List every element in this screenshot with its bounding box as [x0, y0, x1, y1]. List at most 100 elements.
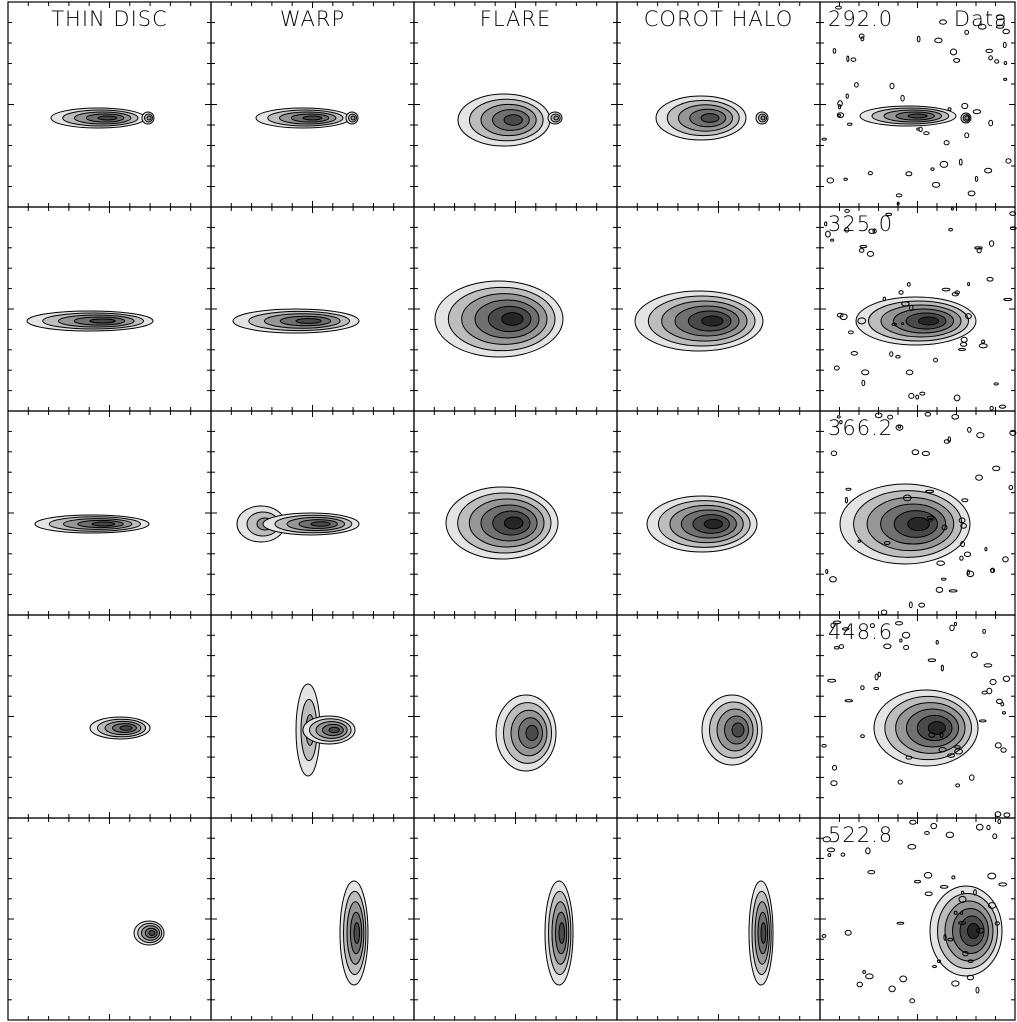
noise-contour: [940, 664, 944, 672]
noise-contour: [833, 365, 840, 371]
noise-contour: [869, 623, 876, 629]
noise-contour: [830, 450, 838, 457]
noise-contour: [916, 127, 920, 131]
noise-contour: [928, 732, 936, 738]
contour: [701, 315, 724, 327]
noise-contour: [961, 102, 969, 110]
noise-contour: [894, 621, 904, 626]
noise-contour: [960, 541, 966, 548]
noise-contour: [872, 228, 877, 234]
contour: [967, 923, 980, 939]
noise-contour: [838, 644, 845, 649]
noise-contour: [987, 872, 997, 880]
noise-contour: [997, 818, 1002, 825]
noise-contour: [1003, 61, 1008, 66]
noise-contour: [987, 902, 997, 909]
contour: [503, 114, 523, 126]
velocity-label: 522.8: [828, 823, 893, 847]
noise-contour: [903, 644, 910, 651]
noise-contour: [839, 420, 843, 425]
noise-contour: [974, 175, 979, 182]
noise-contour: [883, 643, 892, 650]
noise-contour: [865, 973, 874, 980]
noise-contour: [908, 392, 915, 399]
contour: [503, 516, 524, 530]
noise-contour: [860, 36, 865, 42]
noise-contour: [919, 391, 926, 396]
noise-contour: [847, 122, 853, 126]
contour: [302, 115, 323, 121]
noise-contour: [909, 998, 916, 1004]
noise-contour: [883, 541, 891, 545]
noise-contour: [936, 560, 945, 566]
noise-contour: [998, 404, 1007, 409]
noise-contour: [985, 48, 994, 54]
noise-contour: [846, 55, 850, 62]
panel: [616, 817, 821, 1021]
contour: [89, 318, 116, 324]
noise-contour: [905, 369, 914, 376]
noise-contour: [908, 304, 914, 312]
noise-contour: [935, 586, 944, 593]
noise-contour: [905, 755, 913, 760]
noise-contour: [895, 193, 903, 198]
noise-contour: [867, 170, 873, 176]
noise-contour: [938, 746, 947, 753]
noise-contour: [826, 847, 836, 853]
noise-contour: [945, 831, 955, 839]
noise-contour: [975, 986, 980, 994]
noise-contour: [976, 247, 982, 254]
noise-contour: [930, 167, 935, 171]
noise-contour: [951, 413, 960, 420]
noise-contour: [953, 910, 958, 915]
noise-contour: [964, 132, 970, 139]
noise-contour: [826, 177, 835, 184]
panel: [7, 1, 212, 208]
noise-contour: [859, 244, 868, 249]
noise-contour: [1009, 211, 1017, 216]
noise-contour: [948, 227, 953, 232]
noise-contour: [967, 190, 976, 197]
contour: [350, 115, 356, 121]
noise-contour: [974, 246, 983, 250]
contour: [918, 316, 939, 326]
noise-contour: [887, 414, 894, 420]
noise-contour: [933, 357, 938, 363]
noise-contour: [873, 687, 880, 691]
noise-contour: [825, 230, 831, 238]
noise-contour: [954, 748, 963, 755]
noise-contour: [959, 911, 964, 915]
noise-contour: [844, 209, 850, 213]
noise-contour: [832, 48, 837, 54]
noise-contour: [932, 965, 937, 969]
noise-contour: [982, 628, 986, 634]
noise-contour: [833, 645, 840, 650]
noise-contour: [939, 885, 949, 889]
noise-contour: [1002, 675, 1011, 682]
noise-contour: [959, 555, 964, 561]
panel: [7, 817, 212, 1021]
noise-contour: [835, 5, 842, 10]
noise-contour: [891, 322, 897, 326]
noise-contour: [921, 450, 930, 457]
contour: [553, 115, 560, 121]
noise-contour: [882, 296, 887, 302]
contour: [927, 721, 946, 735]
noise-contour: [854, 82, 859, 88]
noise-contour: [822, 836, 831, 843]
noise-contour: [860, 734, 865, 739]
noise-contour: [955, 783, 961, 788]
contour: [91, 521, 116, 527]
velocity-label: 448.6: [828, 620, 893, 644]
noise-contour: [976, 432, 985, 439]
noise-contour: [939, 731, 944, 739]
noise-contour: [827, 853, 832, 858]
noise-contour: [1003, 77, 1008, 81]
noise-contour: [947, 107, 952, 112]
contour: [146, 115, 152, 121]
noise-contour: [970, 651, 978, 658]
velocity-label: 325.0: [828, 212, 893, 236]
panel: [413, 817, 618, 1021]
noise-contour: [900, 94, 905, 102]
noise-contour: [1008, 484, 1014, 490]
